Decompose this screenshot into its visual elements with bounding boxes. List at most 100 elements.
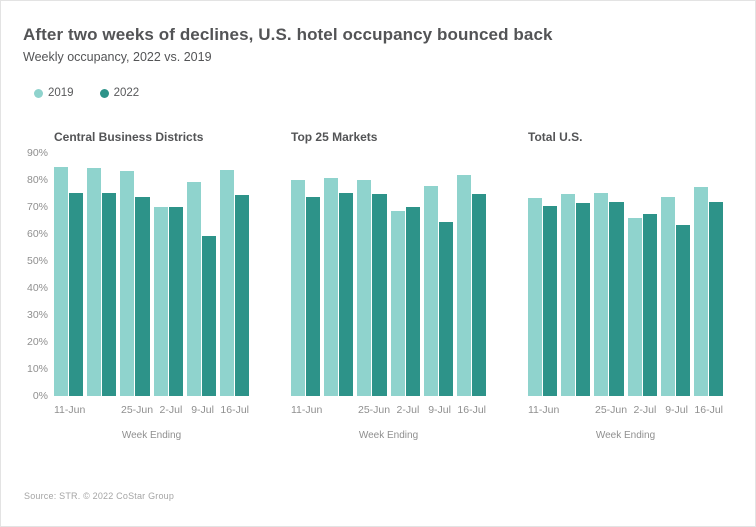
header: After two weeks of declines, U.S. hotel … <box>1 1 755 64</box>
y-tick-label: 90% <box>26 147 48 160</box>
chart-title: After two weeks of declines, U.S. hotel … <box>23 25 553 44</box>
x-tick-labels: 11-Jun 25-Jun 2-Jul 9-Jul 16-Jul <box>528 404 723 416</box>
bar-2019-18-Jun <box>87 168 102 397</box>
y-tick-label: 60% <box>26 228 48 241</box>
x-tick-labels: 11-Jun 25-Jun 2-Jul 9-Jul 16-Jul <box>54 404 249 416</box>
bar-2019-2-Jul <box>390 211 405 397</box>
bar-group-9-Jul <box>186 153 216 397</box>
bar-2019-2-Jul <box>153 207 168 397</box>
bar-2022-9-Jul <box>201 235 216 397</box>
bar-group-16-Jul <box>456 153 487 397</box>
legend-item-2022: 2022 <box>99 87 140 100</box>
bar-group-25-Jun <box>594 153 624 397</box>
bar-2022-2-Jul <box>642 214 657 397</box>
bar-group-11-Jun <box>528 153 558 397</box>
legend-swatch-2019-icon <box>34 88 43 98</box>
bar-2022-25-Jun <box>372 193 387 397</box>
x-tick-label: 16-Jul <box>457 404 487 417</box>
x-axis-title: Week Ending <box>358 430 419 442</box>
plot-area <box>54 153 250 397</box>
bar-2019-18-Jun <box>561 193 576 397</box>
x-tick-label: 9-Jul <box>665 404 688 417</box>
y-tick-label: 70% <box>26 201 48 214</box>
x-tick-label <box>89 404 117 416</box>
bar-group-9-Jul <box>660 153 690 397</box>
bar-2022-16-Jul <box>471 193 487 397</box>
x-tick-label: 25-Jun <box>120 404 154 417</box>
x-tick-label: 2-Jul <box>159 404 183 417</box>
bar-group-18-Jun <box>87 153 117 397</box>
bar-2019-16-Jul <box>693 187 708 397</box>
legend-label-2022: 2022 <box>113 87 140 100</box>
bar-2019-9-Jul <box>660 196 675 397</box>
bar-2022-9-Jul <box>438 222 453 397</box>
legend-swatch-2022-icon <box>99 88 109 98</box>
x-tick-label: 9-Jul <box>428 404 451 417</box>
bar-2022-25-Jun <box>609 202 624 397</box>
bar-group-11-Jun <box>291 153 321 397</box>
y-tick-label: 10% <box>26 363 48 376</box>
chart-subtitle: Weekly occupancy, 2022 vs. 2019 <box>23 50 212 65</box>
bar-2022-16-Jul <box>708 202 724 397</box>
x-axis-title: Week Ending <box>595 430 656 442</box>
panel-total-us: Total U.S. 11-Jun 25-Jun 2-Jul 9-Jul 16-Jul … <box>528 130 724 442</box>
x-tick-label: 16-Jul <box>220 404 250 417</box>
x-tick-label: 11-Jun <box>54 404 86 417</box>
charts-row: 90% 80% 70% 60% 50% 40% 30% 20% 10% 0% Central Bu… <box>1 130 755 441</box>
plot-area <box>528 153 724 397</box>
bar-2022-11-Jun <box>543 206 558 397</box>
bar-2022-11-Jun <box>306 196 321 397</box>
bar-2022-9-Jul <box>675 224 690 397</box>
x-tick-label: 25-Jun <box>594 404 628 417</box>
bar-group-25-Jun <box>120 153 150 397</box>
bar-2022-18-Jun <box>339 192 354 397</box>
y-axis: 90% 80% 70% 60% 50% 40% 30% 20% 10% 0% <box>14 147 54 402</box>
panel-title: Central Business Districts <box>54 130 204 145</box>
bar-group-18-Jun <box>324 153 354 397</box>
y-tick-label: 50% <box>26 255 48 268</box>
bar-2022-16-Jul <box>234 195 250 397</box>
bar-2019-25-Jun <box>594 192 609 397</box>
y-tick-label: 40% <box>26 282 48 295</box>
y-tick-label: 0% <box>32 390 48 403</box>
bar-2019-11-Jun <box>291 180 306 397</box>
y-tick-label: 80% <box>26 174 48 187</box>
x-tick-label: 11-Jun <box>528 404 560 417</box>
x-tick-label <box>563 404 591 416</box>
bar-2019-16-Jul <box>219 169 234 397</box>
x-tick-label <box>326 404 354 416</box>
plot-area <box>291 153 487 397</box>
bar-group-25-Jun <box>357 153 387 397</box>
bar-2019-25-Jun <box>120 170 135 397</box>
y-tick-label: 20% <box>26 336 48 349</box>
legend-label-2019: 2019 <box>48 87 74 100</box>
bar-2022-2-Jul <box>405 207 420 397</box>
source-note: Source: STR. © 2022 CoStar Group <box>24 491 175 501</box>
bar-group-11-Jun <box>54 153 84 397</box>
panel-central-business-districts: Central Business Districts 11-Jun 25-Jun 2… <box>54 130 250 442</box>
bar-2019-11-Jun <box>54 166 69 397</box>
bar-group-2-Jul <box>627 153 657 397</box>
bar-2022-18-Jun <box>102 192 117 397</box>
bar-2022-11-Jun <box>69 192 84 397</box>
x-tick-labels: 11-Jun 25-Jun 2-Jul 9-Jul 16-Jul <box>291 404 486 416</box>
x-tick-label: 25-Jun <box>357 404 391 417</box>
bar-2019-9-Jul <box>186 181 201 397</box>
bar-2019-25-Jun <box>357 180 372 397</box>
bar-2019-18-Jun <box>324 177 339 397</box>
legend-item-2019: 2019 <box>34 87 74 99</box>
panel-title: Total U.S. <box>528 130 583 145</box>
x-tick-label: 2-Jul <box>396 404 420 417</box>
x-tick-label: 2-Jul <box>633 404 657 417</box>
bar-2019-9-Jul <box>423 185 438 397</box>
bar-group-2-Jul <box>153 153 183 397</box>
bar-group-16-Jul <box>219 153 250 397</box>
x-tick-label: 11-Jun <box>291 404 323 417</box>
panel-top-25-markets: Top 25 Markets 11-Jun 25-Jun 2-Jul 9-Jul 16-… <box>291 130 487 442</box>
bar-2019-16-Jul <box>456 175 471 397</box>
x-axis-title: Week Ending <box>121 430 182 442</box>
bar-2022-25-Jun <box>135 196 150 397</box>
bar-2022-2-Jul <box>168 207 183 397</box>
bar-group-2-Jul <box>390 153 420 397</box>
